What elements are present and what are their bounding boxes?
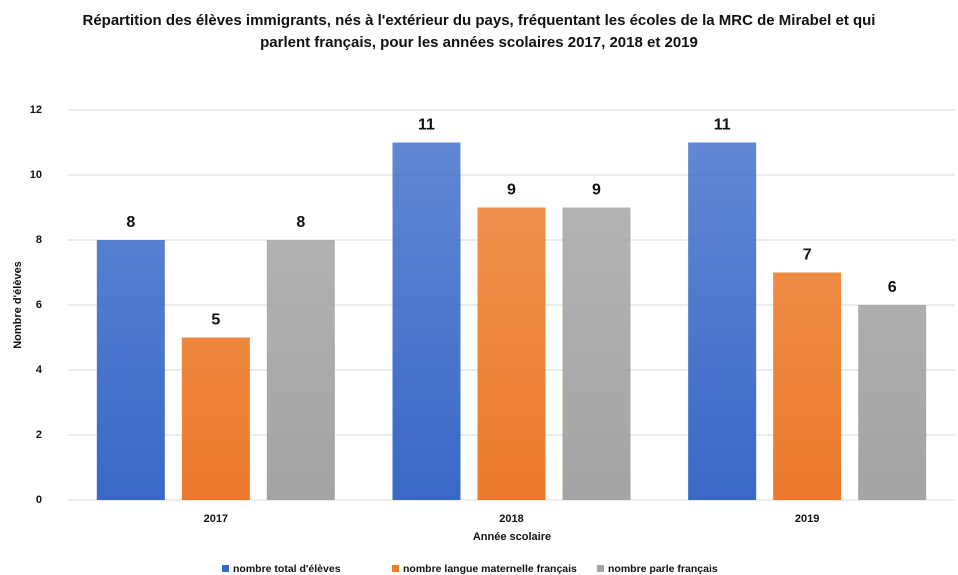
bar [266, 240, 335, 500]
y-tick-label: 8 [36, 234, 42, 246]
bar [477, 207, 546, 500]
legend-label: nombre parle français [608, 563, 718, 575]
data-label: 7 [803, 247, 812, 264]
legend-label: nombre langue maternelle français [403, 563, 577, 575]
legend-swatch [392, 565, 399, 572]
x-tick-label: 2019 [795, 513, 819, 525]
legend-swatch [597, 565, 604, 572]
x-tick-label: 2017 [204, 513, 228, 525]
y-axis-label: Nombre d'élèves [12, 261, 24, 349]
legend-swatch [222, 565, 229, 572]
y-tick-label: 4 [36, 364, 43, 376]
bar [392, 142, 461, 500]
bar [688, 142, 757, 500]
y-tick-label: 0 [36, 494, 42, 506]
chart-title: Répartition des élèves immigrants, nés à… [82, 12, 876, 51]
data-label: 9 [507, 182, 516, 199]
y-tick-label: 10 [30, 169, 42, 181]
x-axis-label: Année scolaire [473, 531, 551, 543]
data-label: 8 [126, 214, 135, 231]
y-tick-label: 12 [30, 104, 42, 116]
bar [858, 305, 927, 500]
data-label: 6 [888, 279, 897, 296]
y-tick-label: 6 [36, 299, 42, 311]
data-label: 5 [211, 312, 220, 329]
data-label: 9 [592, 182, 601, 199]
x-tick-label: 2018 [499, 513, 523, 525]
bar [773, 272, 842, 500]
bar [562, 207, 631, 500]
y-tick-label: 2 [36, 429, 42, 441]
data-label: 11 [418, 117, 435, 134]
data-label: 8 [296, 214, 305, 231]
data-label: 11 [714, 117, 731, 134]
bar [181, 337, 250, 500]
legend-label: nombre total d'élèves [233, 563, 341, 575]
bar [96, 240, 165, 500]
